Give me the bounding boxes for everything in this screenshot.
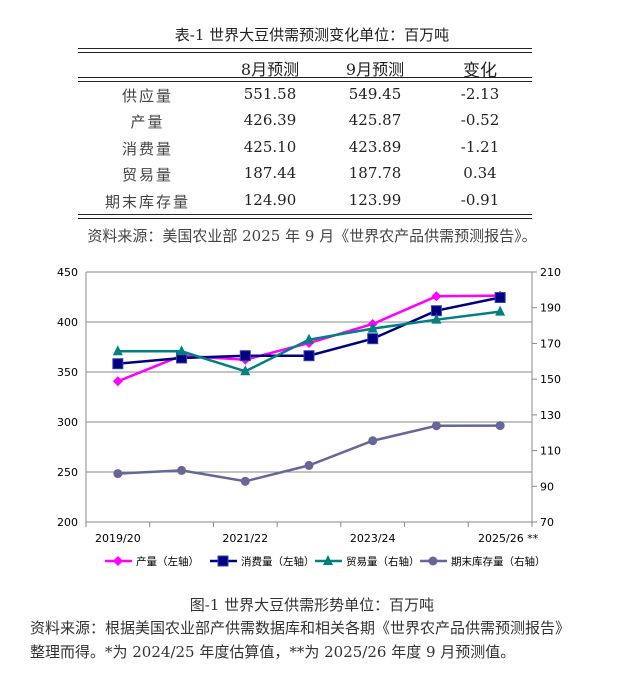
circle-marker [304, 460, 314, 470]
left-axis-tick-label: 200 [57, 516, 78, 529]
square-marker [494, 292, 506, 303]
left-axis-tick-label: 300 [57, 416, 78, 429]
header-sep: 9月预测 [345, 60, 405, 79]
legend-item: 期末库存量（右轴） [420, 555, 546, 568]
diamond-marker [112, 376, 123, 387]
left-axis-tick-label: 400 [57, 316, 78, 329]
triangle-marker [323, 555, 333, 565]
aug-value: 124.90 [243, 191, 297, 209]
square-marker [112, 358, 124, 370]
header-aug: 8月预测 [240, 60, 300, 79]
header-change: 变化 [463, 61, 497, 81]
left-axis-tick-label: 450 [57, 266, 78, 279]
circle-marker [431, 421, 441, 431]
aug-value: 425.10 [243, 138, 297, 156]
legend-label: 产量（左轴） [136, 555, 199, 568]
square-marker [303, 350, 315, 362]
series-1 [112, 292, 506, 370]
table-title: 表-1 世界大豆供需预测变化单位：百万吨 [174, 26, 450, 44]
diamond-marker [113, 556, 123, 566]
circle-marker [113, 469, 123, 479]
change-value: -1.21 [460, 138, 500, 156]
legend-item: 消费量（左轴） [210, 555, 315, 568]
sep-value: 549.45 [348, 85, 402, 103]
chart-title: 图-1 世界大豆供需形势单位：百万吨 [189, 596, 435, 614]
circle-marker [240, 476, 250, 486]
circle-marker [428, 556, 438, 566]
right-axis-tick-label: 210 [540, 266, 561, 279]
circle-marker [177, 465, 187, 475]
sep-value: 425.87 [348, 111, 402, 129]
right-axis-tick-label: 130 [540, 409, 561, 422]
triangle-marker [240, 365, 251, 376]
row-label: 供应量 [121, 87, 173, 105]
table-source: 资料来源：美国农业部 2025 年 9 月《世界农产品供需预测报告》。 [87, 227, 537, 245]
x-axis-tick-label: 2021/22 [222, 532, 268, 545]
row-label: 贸易量 [121, 166, 173, 184]
left-axis-tick-label: 250 [57, 466, 78, 479]
change-value: -0.91 [460, 191, 500, 209]
row-label: 期末库存量 [104, 193, 190, 211]
table-top-rule [78, 48, 532, 53]
aug-value: 551.58 [243, 85, 297, 103]
chart-source-line1: 资料来源：根据美国农业部产供需数据库和相关各期《世界农产品供需预测报告》 [30, 619, 571, 637]
diamond-marker [431, 291, 442, 302]
x-axis-tick-label: 2025/26 ** [478, 532, 539, 545]
row-label: 产量 [130, 113, 165, 131]
aug-value: 187.44 [243, 164, 297, 182]
legend-item: 贸易量（右轴） [315, 555, 420, 568]
right-axis-tick-label: 90 [540, 480, 554, 493]
table-header-rule [78, 77, 532, 82]
right-axis-tick-label: 190 [540, 302, 561, 315]
left-axis-tick-label: 350 [57, 366, 78, 379]
triangle-marker [367, 322, 378, 333]
series-3 [113, 421, 505, 486]
x-axis-tick-label: 2023/24 [350, 532, 396, 545]
change-value: -2.13 [460, 85, 500, 103]
row-label: 消费量 [121, 140, 173, 158]
triangle-marker [431, 313, 442, 324]
square-marker [367, 333, 379, 345]
triangle-marker [304, 333, 314, 344]
legend-label: 贸易量（右轴） [346, 555, 420, 568]
circle-marker [368, 436, 378, 446]
square-marker [217, 555, 229, 567]
square-marker [239, 350, 251, 362]
series-line [117, 424, 501, 483]
triangle-marker [112, 345, 123, 356]
triangle-marker [495, 305, 506, 316]
supply-demand-chart: 200 250 300 350 400 450 70 90 110 130 150 170 190 210… [57, 266, 561, 568]
series-2 [112, 305, 506, 376]
x-axis-tick-label: 2019/20 [95, 532, 141, 545]
sep-value: 187.78 [348, 164, 402, 182]
sep-value: 423.89 [348, 138, 402, 156]
legend-item: 产量（左轴） [105, 555, 199, 568]
right-axis-tick-label: 170 [540, 337, 561, 350]
triangle-marker [176, 345, 187, 356]
right-axis-tick-label: 110 [540, 445, 561, 458]
right-axis-tick-label: 70 [540, 516, 554, 529]
legend-label: 消费量（左轴） [241, 555, 315, 568]
aug-value: 426.39 [243, 111, 297, 129]
change-value: 0.34 [463, 164, 497, 182]
legend-label: 期末库存量（右轴） [451, 555, 546, 568]
chart-source-line2: 整理而得。*为 2024/25 年度估算值，**为 2025/26 年度 9 月… [30, 643, 516, 661]
circle-marker [495, 421, 505, 431]
table-bottom-rule [78, 214, 532, 219]
change-value: -0.52 [460, 111, 500, 129]
sep-value: 123.99 [348, 191, 402, 209]
right-axis-tick-label: 150 [540, 373, 561, 386]
